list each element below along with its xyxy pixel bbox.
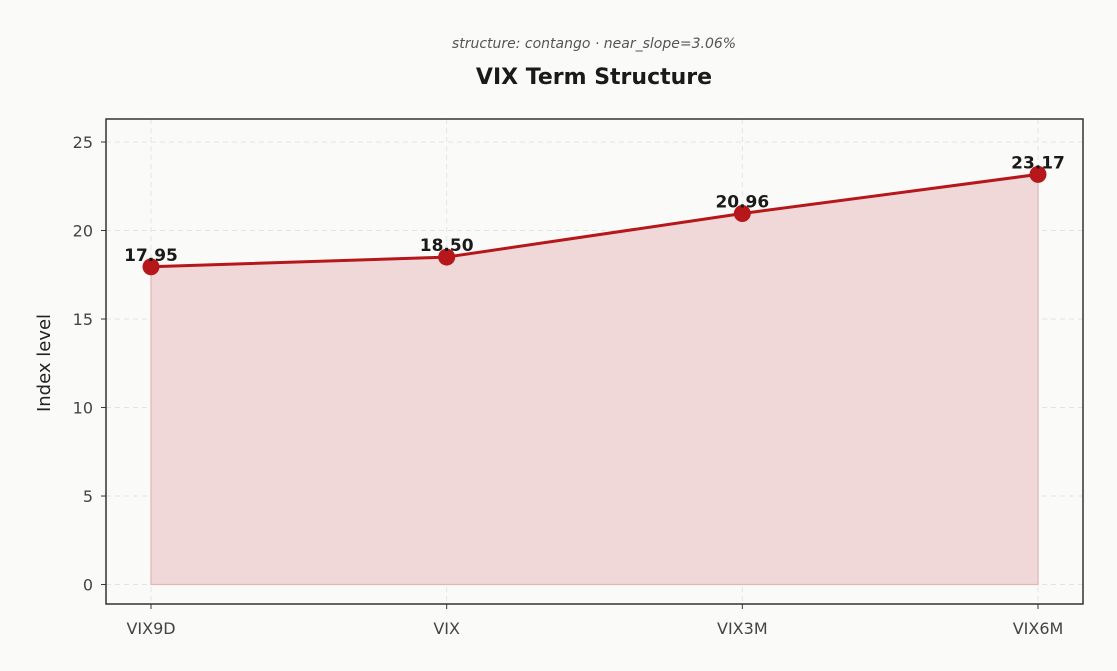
x-tick-label: VIX9D [126, 619, 175, 638]
x-tick-label: VIX3M [717, 619, 768, 638]
data-point [1029, 165, 1047, 183]
y-tick-label: 5 [83, 487, 93, 506]
data-label: 20.96 [715, 193, 769, 213]
data-point [142, 258, 160, 276]
data-label: 17.95 [124, 246, 178, 266]
y-tick-label: 0 [83, 576, 93, 595]
y-tick-label: 20 [73, 222, 93, 241]
y-axis-label: Index level [34, 314, 55, 412]
plot-frame [105, 118, 1084, 605]
x-tick-label: VIX6M [1013, 619, 1064, 638]
chart-title: VIX Term Structure [476, 65, 712, 90]
y-tick-label: 10 [73, 399, 93, 418]
data-label-layer: 17.95 18.50 20.96 23.17 [124, 153, 1065, 265]
x-tick-label: VIX [433, 619, 460, 638]
y-tick-label: 15 [73, 310, 93, 329]
y-tick-label: 25 [73, 133, 93, 152]
chart-subtitle: structure: contango · near_slope=3.06% [452, 36, 736, 52]
data-label: 23.17 [1011, 153, 1065, 173]
series-line [150, 172, 1039, 269]
data-label: 18.50 [420, 236, 474, 256]
marker-layer [142, 165, 1047, 276]
data-point [438, 248, 456, 266]
axes: 0 5 10 15 20 25 VIX9D VIX VIX3M VIX6M [73, 133, 1064, 638]
data-point [733, 205, 751, 223]
line-layer [150, 172, 1039, 269]
